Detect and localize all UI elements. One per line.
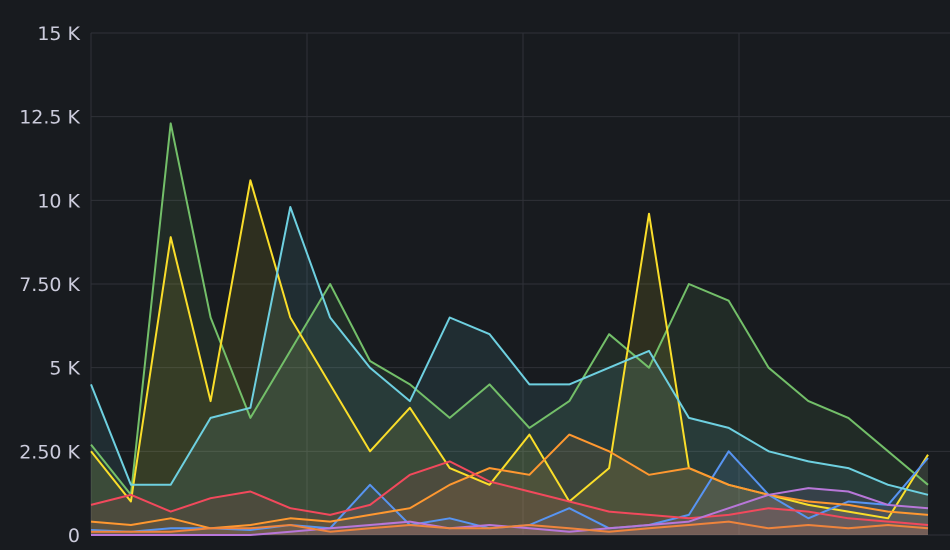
series-area-1 [91, 180, 928, 536]
series-area-6 [91, 207, 928, 535]
series-line-1 [90, 179, 929, 520]
series-area-0 [91, 123, 928, 536]
y-tick-label: 2.50 K [19, 441, 80, 463]
series-line-6 [90, 206, 929, 496]
grid [90, 32, 950, 536]
series-line-7 [91, 520, 929, 533]
y-tick-label: 5 K [49, 358, 80, 380]
series-area-3 [91, 434, 928, 535]
y-tick-label: 12.5 K [19, 107, 80, 129]
y-axis-labels: 0 2.50 K 5 K 7.50 K 10 K 12.5 K 15 K [19, 23, 80, 547]
series-areas [91, 123, 928, 536]
y-tick-label: 7.50 K [19, 274, 80, 296]
series-line-0 [90, 122, 929, 496]
y-tick-label: 0 [68, 525, 80, 547]
y-tick-label: 10 K [37, 190, 80, 212]
y-tick-label: 15 K [37, 23, 80, 45]
series-area-2 [91, 451, 928, 535]
series-line-3 [90, 433, 929, 530]
series-line-4 [90, 460, 929, 526]
series-lines [90, 122, 929, 536]
